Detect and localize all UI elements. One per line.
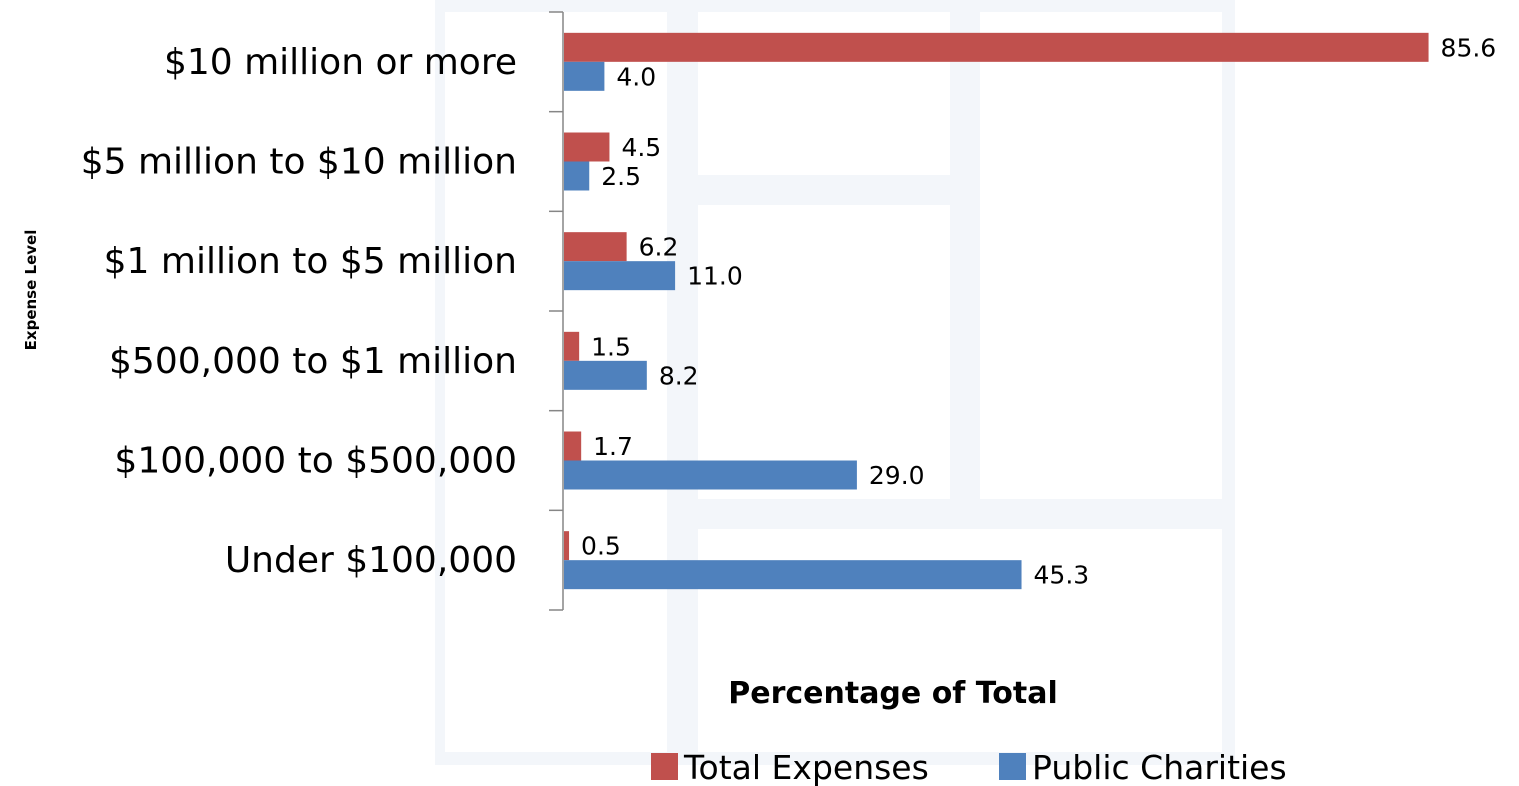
bar-public-charities [564,61,605,91]
data-label: 1.5 [591,332,631,361]
bar-total-expenses [564,531,570,561]
legend-label: Total Expenses [683,748,929,786]
category-label: $5 million to $10 million [81,142,517,183]
data-label: 0.5 [581,532,621,561]
category-label: $500,000 to $1 million [109,341,517,382]
bar-public-charities [564,161,590,191]
bar-public-charities [564,560,1022,590]
bar-public-charities [564,360,647,390]
data-label: 1.7 [593,432,633,461]
data-label: 8.2 [659,361,699,390]
bar-total-expenses [564,331,580,361]
x-axis-title: Percentage of Total [728,676,1058,711]
bar-total-expenses [564,132,610,162]
data-label: 85.6 [1441,33,1497,62]
value-labels-layer: 85.6 4.0 4.52.5 6.2 11.0 1.5 8.2 1.7 29.0 0.5 45.3 [581,33,1496,589]
bar-public-charities [564,261,676,291]
y-axis-title: Expense Level [22,230,40,351]
category-label: $100,000 to $500,000 [114,441,517,482]
legend-swatch [999,753,1026,780]
data-label: 6.2 [639,233,679,262]
data-label: 4.5 [621,133,661,162]
bar-total-expenses [564,431,582,461]
category-label: $10 million or more [164,42,517,83]
legend: Total Expenses Public Charities [651,748,1287,786]
data-label: 2.5 [601,162,641,191]
bar-total-expenses [564,32,1429,62]
bar-public-charities [564,460,857,490]
category-labels: $10 million or more $5 million to $10 mil… [81,42,517,581]
data-label: 45.3 [1034,561,1090,590]
bar-total-expenses [564,232,627,262]
y-axis [549,11,564,611]
data-label: 11.0 [687,262,743,291]
bars-layer [564,32,1429,590]
data-label: 29.0 [869,461,925,490]
legend-label: Public Charities [1032,748,1287,786]
legend-swatch [651,753,678,780]
category-label: $1 million to $5 million [104,241,517,282]
data-label: 4.0 [616,62,656,91]
category-label: Under $100,000 [225,540,517,581]
background-decoration [435,0,1235,765]
